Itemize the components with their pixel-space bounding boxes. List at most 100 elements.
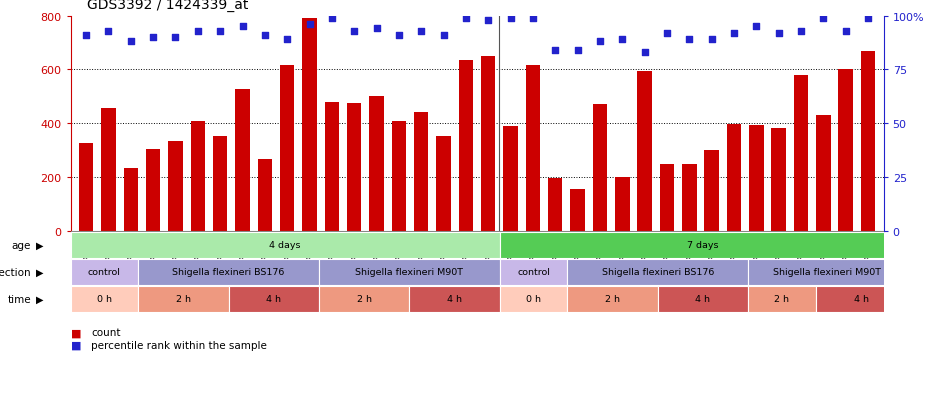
- Point: [592, 39, 607, 45]
- Text: ■: ■: [70, 340, 81, 350]
- Point: [860, 15, 875, 22]
- Bar: [138, 259, 319, 285]
- Point: [749, 24, 764, 31]
- Bar: [838, 70, 853, 231]
- Point: [727, 31, 742, 37]
- Bar: [228, 286, 319, 312]
- Bar: [637, 71, 651, 231]
- Bar: [324, 102, 339, 231]
- Point: [525, 15, 540, 22]
- Text: 2 h: 2 h: [775, 294, 790, 304]
- Text: 2 h: 2 h: [605, 294, 620, 304]
- Bar: [793, 76, 808, 231]
- Text: Shigella flexineri BS176: Shigella flexineri BS176: [602, 268, 713, 277]
- Bar: [414, 113, 429, 231]
- Point: [101, 28, 116, 35]
- Bar: [319, 286, 409, 312]
- Point: [79, 33, 94, 39]
- Text: percentile rank within the sample: percentile rank within the sample: [91, 340, 267, 350]
- Bar: [138, 286, 228, 312]
- Bar: [123, 168, 138, 231]
- Bar: [660, 165, 674, 231]
- Text: infection: infection: [0, 267, 31, 277]
- Point: [480, 17, 495, 24]
- Bar: [436, 137, 451, 231]
- Text: 7 days: 7 days: [687, 241, 719, 250]
- Bar: [392, 121, 406, 231]
- Text: ▶: ▶: [36, 294, 43, 304]
- Bar: [319, 259, 500, 285]
- Bar: [704, 151, 719, 231]
- Bar: [191, 121, 205, 231]
- Text: 4 h: 4 h: [854, 294, 869, 304]
- Bar: [568, 259, 748, 285]
- Point: [123, 39, 138, 45]
- Text: count: count: [91, 328, 120, 337]
- Bar: [459, 61, 473, 231]
- Point: [548, 47, 563, 54]
- Text: Shigella flexineri M90T: Shigella flexineri M90T: [773, 268, 881, 277]
- Point: [414, 28, 429, 35]
- Bar: [615, 178, 630, 231]
- Text: 0 h: 0 h: [526, 294, 541, 304]
- Text: control: control: [517, 268, 550, 277]
- Bar: [481, 57, 495, 231]
- Point: [682, 37, 697, 43]
- Bar: [369, 97, 384, 231]
- Point: [258, 33, 273, 39]
- Bar: [503, 127, 518, 231]
- Bar: [571, 190, 585, 231]
- Text: ▶: ▶: [36, 267, 43, 277]
- Bar: [727, 124, 742, 231]
- Bar: [525, 66, 540, 231]
- Point: [146, 35, 161, 41]
- Bar: [500, 259, 568, 285]
- Bar: [592, 105, 607, 231]
- Point: [570, 47, 585, 54]
- Point: [324, 15, 339, 22]
- Text: Shigella flexineri BS176: Shigella flexineri BS176: [172, 268, 285, 277]
- Text: 4 h: 4 h: [696, 294, 711, 304]
- Point: [436, 33, 451, 39]
- Bar: [568, 286, 658, 312]
- Text: 4 h: 4 h: [446, 294, 462, 304]
- Point: [771, 31, 786, 37]
- Point: [235, 24, 250, 31]
- Text: 0 h: 0 h: [97, 294, 112, 304]
- Bar: [816, 116, 831, 231]
- Bar: [102, 109, 116, 231]
- Bar: [409, 286, 500, 312]
- Point: [212, 28, 227, 35]
- Point: [816, 15, 831, 22]
- Bar: [235, 90, 250, 231]
- Bar: [816, 286, 906, 312]
- Text: 4 days: 4 days: [270, 241, 301, 250]
- Bar: [70, 233, 500, 258]
- Text: Shigella flexineri M90T: Shigella flexineri M90T: [355, 268, 463, 277]
- Point: [190, 28, 205, 35]
- Point: [503, 15, 518, 22]
- Bar: [500, 286, 568, 312]
- Bar: [748, 286, 816, 312]
- Text: ▶: ▶: [36, 240, 43, 250]
- Point: [637, 50, 652, 56]
- Text: control: control: [88, 268, 121, 277]
- Text: 4 h: 4 h: [266, 294, 281, 304]
- Text: time: time: [8, 294, 31, 304]
- Bar: [548, 179, 562, 231]
- Bar: [79, 144, 93, 231]
- Text: age: age: [11, 240, 31, 250]
- Bar: [280, 66, 294, 231]
- Point: [302, 22, 317, 28]
- Text: ■: ■: [70, 328, 81, 337]
- Bar: [146, 150, 161, 231]
- Text: 2 h: 2 h: [356, 294, 371, 304]
- Bar: [682, 165, 697, 231]
- Bar: [258, 159, 272, 231]
- Point: [347, 28, 362, 35]
- Bar: [500, 233, 906, 258]
- Text: GDS3392 / 1424339_at: GDS3392 / 1424339_at: [86, 0, 248, 12]
- Point: [391, 33, 406, 39]
- Bar: [772, 128, 786, 231]
- Point: [838, 28, 854, 35]
